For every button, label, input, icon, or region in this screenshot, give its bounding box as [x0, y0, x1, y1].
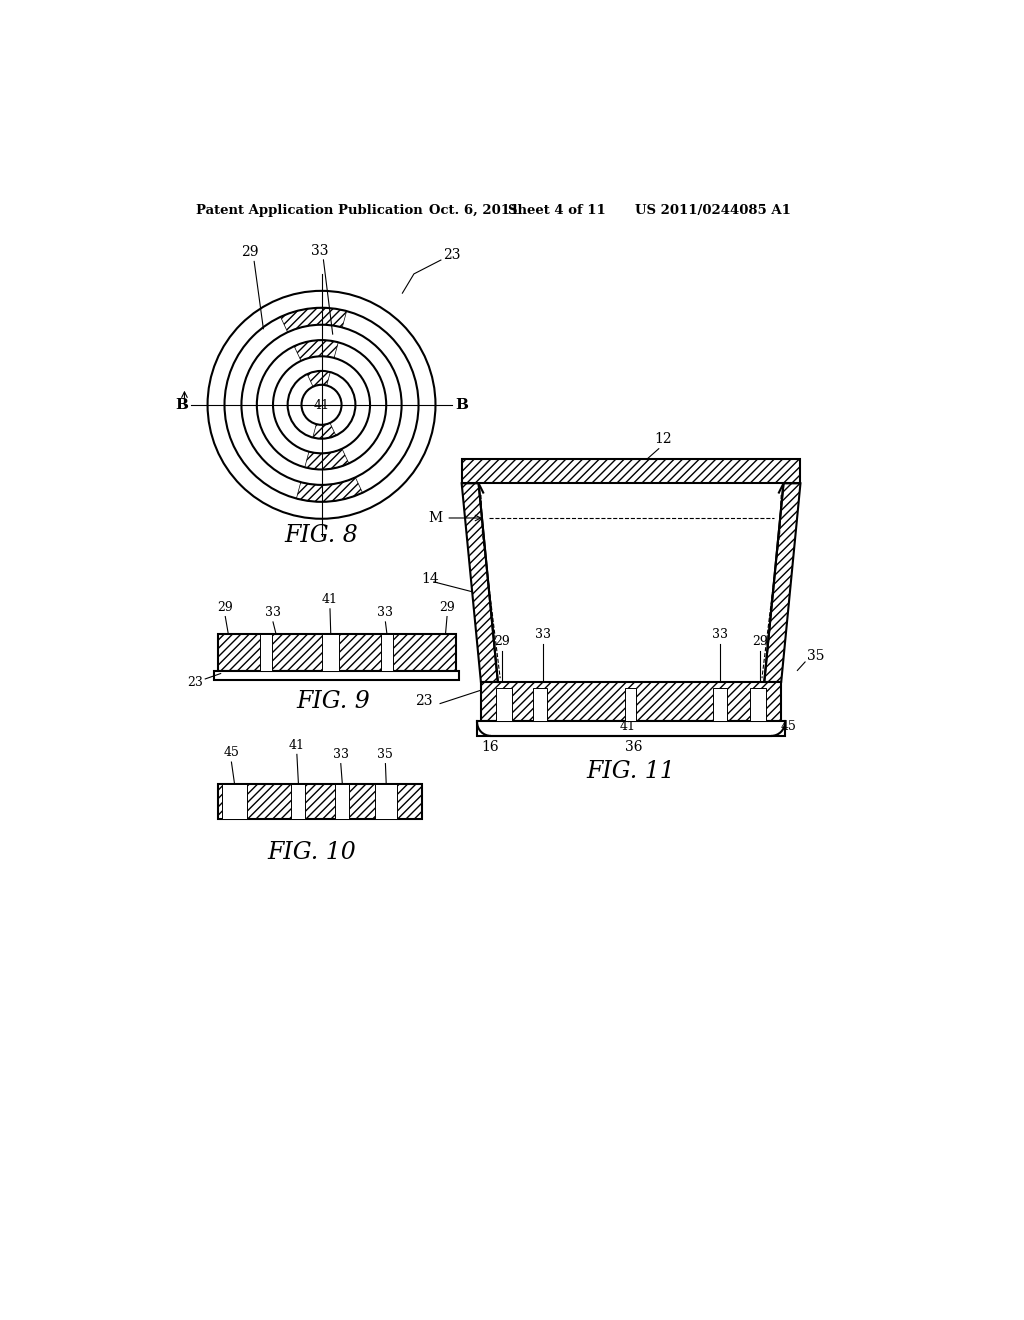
Text: 16: 16 — [481, 741, 499, 754]
Wedge shape — [281, 308, 347, 333]
Text: 41: 41 — [313, 399, 330, 412]
Bar — [481, 682, 781, 721]
Bar — [381, 635, 393, 671]
Wedge shape — [305, 449, 349, 470]
Bar — [534, 688, 547, 721]
Wedge shape — [208, 290, 435, 519]
Text: 33: 33 — [265, 606, 281, 619]
Text: 12: 12 — [654, 433, 672, 446]
Text: 29: 29 — [217, 601, 233, 614]
Bar — [336, 784, 349, 818]
Polygon shape — [462, 483, 498, 682]
Text: 33: 33 — [311, 244, 329, 257]
Text: FIG. 9: FIG. 9 — [296, 690, 370, 713]
Bar — [260, 635, 272, 671]
Text: 35: 35 — [378, 748, 393, 760]
Polygon shape — [764, 483, 801, 682]
Text: 29: 29 — [752, 635, 768, 648]
Bar — [477, 721, 785, 737]
Bar — [214, 671, 460, 681]
Wedge shape — [288, 371, 355, 438]
Text: 29: 29 — [439, 601, 455, 614]
Wedge shape — [242, 325, 401, 484]
Text: 23: 23 — [186, 676, 203, 689]
Text: 23: 23 — [415, 694, 432, 708]
Text: 41: 41 — [620, 721, 635, 733]
Text: B: B — [455, 397, 468, 412]
Text: 45: 45 — [781, 721, 797, 733]
Text: Sheet 4 of 11: Sheet 4 of 11 — [508, 205, 605, 218]
Text: 29: 29 — [242, 246, 259, 259]
Bar — [292, 784, 305, 818]
Bar — [497, 688, 512, 721]
Wedge shape — [273, 356, 370, 453]
Wedge shape — [208, 290, 435, 519]
Bar — [477, 721, 785, 737]
Text: US 2011/0244085 A1: US 2011/0244085 A1 — [635, 205, 791, 218]
Text: 29: 29 — [495, 635, 510, 648]
Text: Patent Application Publication: Patent Application Publication — [196, 205, 423, 218]
Text: 14: 14 — [422, 573, 439, 586]
Text: 23: 23 — [443, 248, 461, 261]
Wedge shape — [224, 308, 419, 502]
Text: 35: 35 — [807, 649, 824, 664]
Text: M: M — [428, 511, 442, 525]
Text: 33: 33 — [535, 628, 551, 640]
Text: B: B — [175, 397, 187, 412]
Wedge shape — [294, 341, 338, 360]
Text: 45: 45 — [223, 746, 240, 759]
Bar — [217, 635, 457, 671]
Wedge shape — [257, 341, 386, 470]
Wedge shape — [242, 325, 401, 484]
Text: 36: 36 — [625, 741, 642, 754]
Bar — [222, 784, 247, 818]
Wedge shape — [312, 422, 336, 438]
Bar — [462, 459, 801, 483]
Bar — [376, 784, 397, 818]
Text: FIG. 11: FIG. 11 — [587, 760, 676, 783]
Bar — [625, 688, 636, 721]
Text: 33: 33 — [378, 606, 393, 619]
Bar — [323, 635, 339, 671]
Bar — [751, 688, 766, 721]
Text: FIG. 10: FIG. 10 — [267, 841, 356, 865]
Text: 33: 33 — [333, 748, 349, 760]
Text: 33: 33 — [712, 628, 728, 640]
Text: FIG. 8: FIG. 8 — [285, 524, 358, 548]
Text: 41: 41 — [289, 739, 305, 751]
Text: Oct. 6, 2011: Oct. 6, 2011 — [429, 205, 519, 218]
Text: 41: 41 — [322, 593, 338, 606]
Wedge shape — [307, 371, 331, 387]
Bar — [217, 784, 422, 818]
Bar — [714, 688, 727, 721]
Wedge shape — [296, 478, 362, 502]
Wedge shape — [273, 356, 370, 453]
